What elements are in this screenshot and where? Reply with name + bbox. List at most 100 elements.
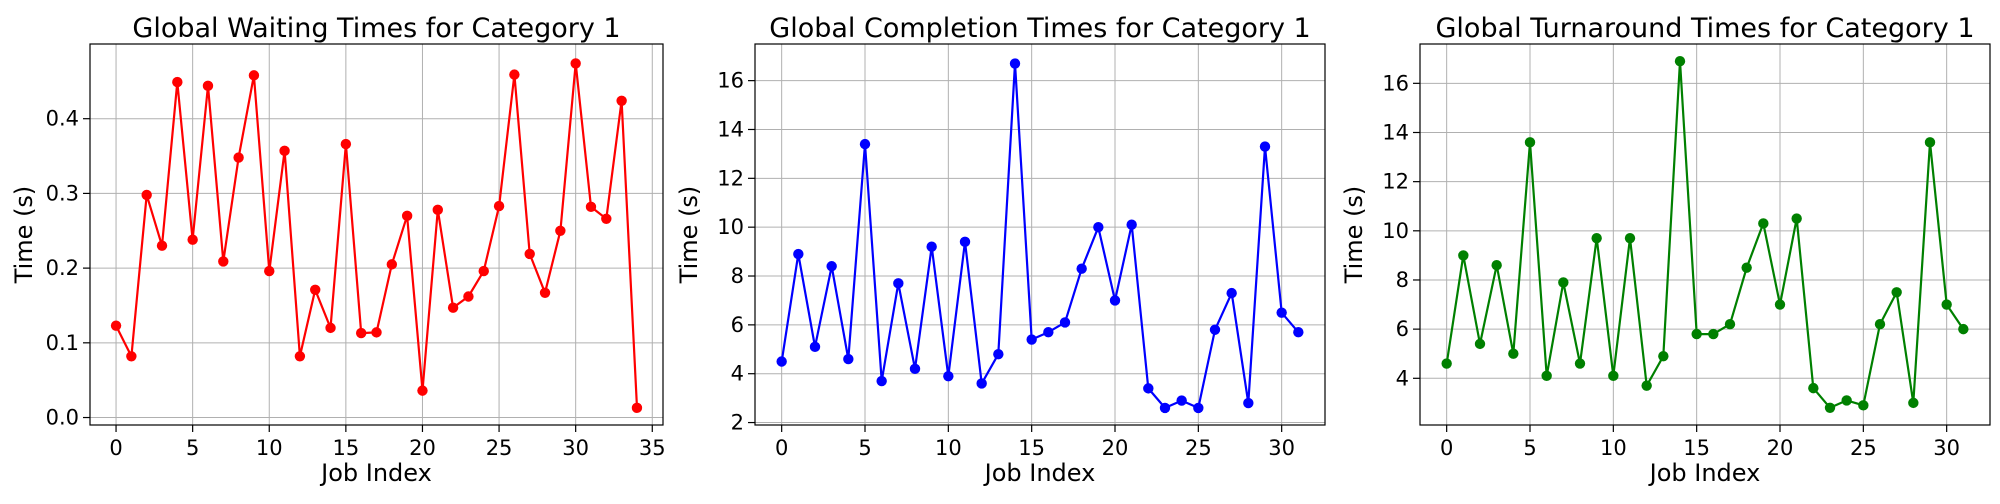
data-point (1541, 370, 1552, 382)
x-tick-label: 15 (1018, 436, 1045, 460)
data-point (340, 138, 352, 150)
data-point (1209, 324, 1221, 335)
data-point (1276, 307, 1287, 318)
x-tick-label: 5 (1523, 436, 1536, 460)
chart-panel-completion-times: Global Completion Times for Category 1 J… (675, 13, 1326, 487)
axis-ticks: 0 5 10 15 20 25 30 4 6 8 10 12 14 16 (1382, 71, 1960, 460)
data-point (1591, 232, 1602, 244)
data-point (809, 341, 821, 353)
x-tick-label: 20 (1102, 436, 1129, 460)
chart-title: Global Waiting Times for Category 1 (132, 13, 620, 44)
chart-panel-turnaround-times: Global Turnaround Times for Category 1 J… (1340, 13, 1991, 487)
data-point (524, 248, 535, 260)
data-point (1176, 395, 1187, 406)
data-point (1608, 370, 1619, 382)
data-point (1841, 395, 1852, 406)
y-axis-label: Time (s) (675, 186, 703, 285)
y-tick-label: 10 (1382, 219, 1409, 243)
data-point (1908, 397, 1919, 409)
plot-frame (89, 43, 664, 426)
data-point (1226, 287, 1237, 299)
data-point (1658, 350, 1669, 362)
data-point (401, 210, 413, 222)
data-point (1293, 326, 1304, 338)
data-point (463, 291, 474, 302)
x-tick-label: 5 (186, 436, 199, 460)
data-point (1109, 295, 1121, 306)
data-point (417, 385, 428, 396)
data-point (1009, 58, 1021, 69)
series-markers (1441, 56, 1969, 413)
x-tick-label: 0 (775, 436, 788, 460)
data-point (1574, 358, 1586, 369)
data-point (893, 278, 904, 289)
y-tick-label: 0.0 (46, 406, 79, 430)
data-point (478, 265, 489, 277)
data-point (993, 348, 1004, 360)
data-point (1674, 56, 1686, 67)
y-tick-label: 8 (1396, 268, 1409, 292)
data-point (1159, 402, 1171, 414)
data-point (976, 378, 987, 389)
data-point (294, 351, 306, 362)
y-tick-label: 12 (717, 166, 744, 190)
chart-panel-waiting-times: Global Waiting Times for Category 1 Job … (10, 13, 666, 487)
data-point (601, 213, 612, 225)
x-tick-label: 20 (1767, 436, 1794, 460)
grid-lines (755, 44, 1325, 425)
data-point (202, 80, 214, 92)
plot-frame (1419, 43, 1991, 426)
data-point (1691, 328, 1702, 340)
y-tick-label: 2 (731, 411, 744, 435)
series-line (780, 62, 1300, 409)
data-point (386, 259, 398, 270)
x-tick-label: 25 (1185, 436, 1212, 460)
data-point (1774, 299, 1786, 310)
data-point (1791, 213, 1802, 224)
data-point (1026, 334, 1037, 345)
axis-ticks: 0 5 10 15 20 25 30 35 0.0 0.1 0.2 0.3 0.4 (46, 107, 666, 460)
y-tick-label: 0.2 (46, 256, 79, 280)
data-point (509, 69, 520, 80)
series-line (1445, 60, 1965, 409)
data-point (355, 327, 367, 339)
y-tick-label: 6 (731, 313, 744, 337)
data-point (959, 236, 971, 248)
x-tick-label: 20 (409, 436, 436, 460)
data-point (141, 189, 152, 201)
y-tick-label: 0.3 (46, 181, 79, 205)
x-tick-label: 10 (256, 436, 283, 460)
data-point (1724, 319, 1736, 330)
data-point (1824, 402, 1836, 413)
y-tick-label: 4 (731, 362, 744, 386)
x-tick-label: 35 (639, 436, 666, 460)
data-point (826, 261, 837, 272)
data-point (926, 241, 937, 252)
x-axis-label: Job Index (1648, 459, 1761, 487)
data-point (279, 145, 290, 157)
x-tick-label: 30 (562, 436, 589, 460)
x-axis-label: Job Index (983, 459, 1096, 487)
data-point (631, 402, 643, 414)
data-point (1891, 287, 1902, 298)
y-tick-label: 10 (717, 215, 744, 239)
y-tick-label: 16 (1382, 71, 1409, 95)
data-point (248, 70, 260, 81)
y-tick-label: 4 (1396, 366, 1409, 390)
chart-title: Global Completion Times for Category 1 (769, 13, 1310, 44)
data-point (493, 200, 505, 212)
chart-title: Global Turnaround Times for Category 1 (1436, 13, 1975, 44)
data-point (1441, 358, 1452, 369)
y-tick-label: 0.1 (46, 331, 79, 355)
x-axis-label: Job Index (319, 459, 432, 487)
data-point (1874, 319, 1886, 330)
data-point (1624, 232, 1636, 244)
data-point (325, 322, 336, 334)
data-point (1259, 141, 1271, 152)
data-point (1059, 317, 1071, 328)
data-point (1474, 338, 1486, 350)
data-point (1708, 328, 1719, 340)
y-axis-label: Time (s) (10, 186, 38, 285)
x-tick-label: 30 (1933, 436, 1960, 460)
